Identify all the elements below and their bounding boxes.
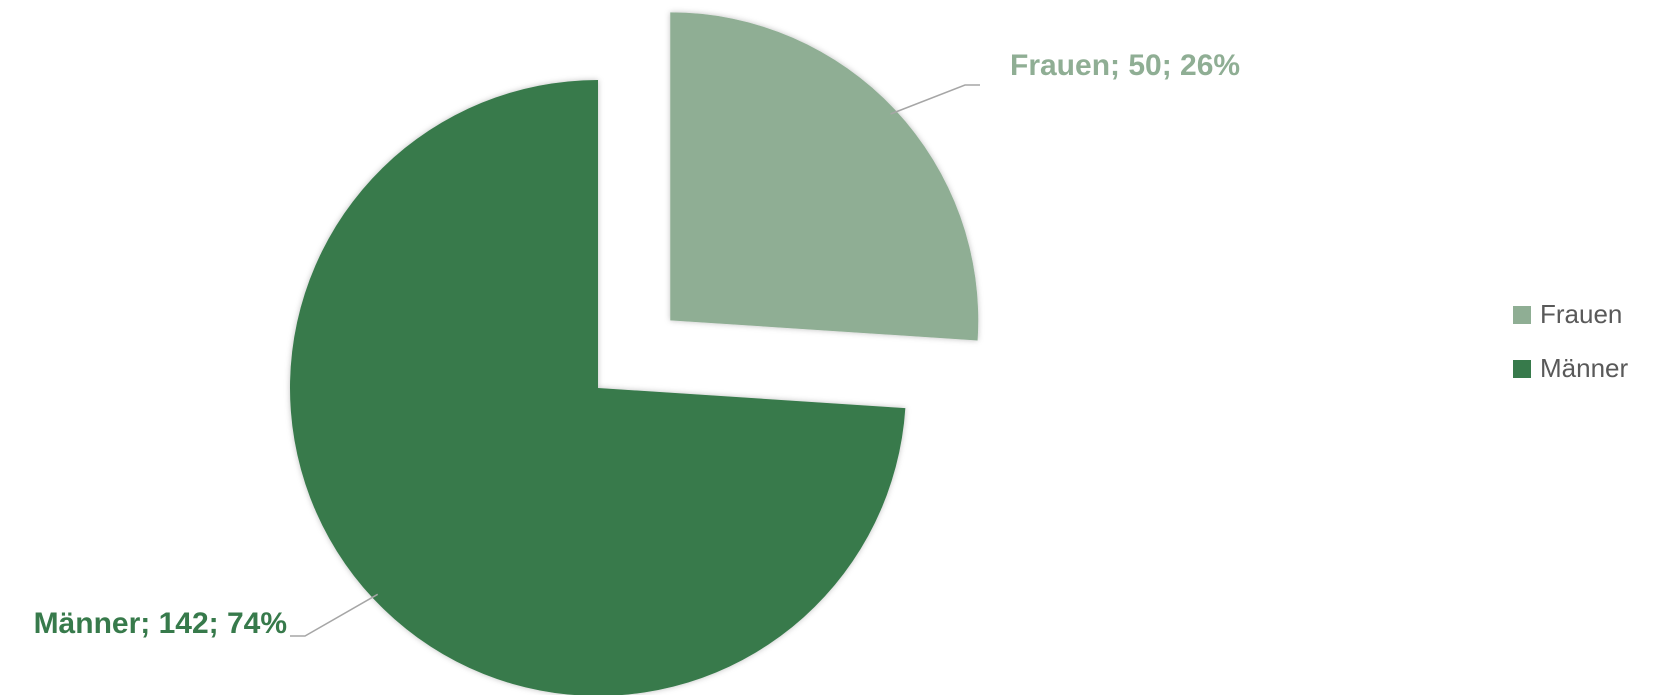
leader-line <box>290 593 379 637</box>
legend-label: Frauen <box>1540 299 1622 329</box>
data-label: Männer; 142; 74% <box>34 607 287 640</box>
data-label: Frauen; 50; 26% <box>1010 49 1240 82</box>
pie-slice <box>290 80 906 695</box>
legend-swatch <box>1513 306 1531 324</box>
legend-swatch <box>1513 360 1531 378</box>
pie-slice <box>670 12 979 341</box>
legend-label: Männer <box>1540 353 1628 383</box>
leader-line <box>890 84 980 115</box>
